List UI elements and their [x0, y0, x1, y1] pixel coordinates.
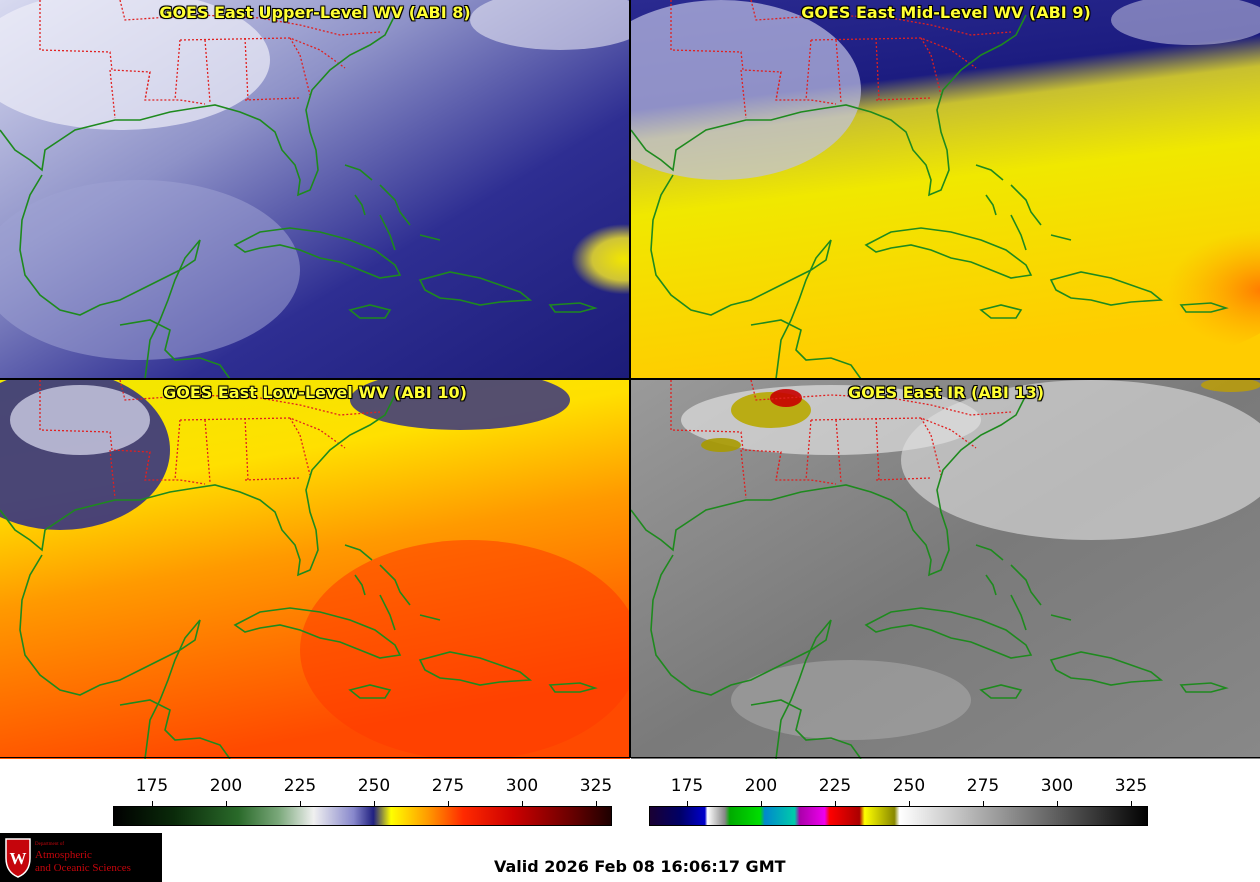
svg-text:W: W — [10, 849, 27, 868]
wv-tick-label: 275 — [431, 776, 465, 796]
ir-tick-label: 200 — [744, 776, 778, 796]
wv-tick-mark — [374, 801, 375, 806]
panel-upper-level-wv: GOES East Upper-Level WV (ABI 8) — [0, 0, 630, 379]
wv-tick-mark — [152, 801, 153, 806]
ir-tick-mark — [687, 801, 688, 806]
uw-crest-icon: W — [5, 838, 31, 878]
ir-tick-mark — [761, 801, 762, 806]
ir-colorbar: 175 200 225 250 275 300 325 — [649, 773, 1149, 828]
wv-tick-label: 250 — [357, 776, 391, 796]
ir-tick-mark — [1131, 801, 1132, 806]
ir-image — [631, 380, 1260, 759]
wv-tick-label: 175 — [135, 776, 169, 796]
wv-tick-label: 300 — [505, 776, 539, 796]
wv-tick-label: 225 — [283, 776, 317, 796]
logo-line1-text: Atmospheric — [35, 849, 92, 861]
panel-mid-level-wv: GOES East Mid-Level WV (ABI 9) — [631, 0, 1260, 379]
ir-tick-mark — [909, 801, 910, 806]
upper-level-wv-image — [0, 0, 630, 379]
aos-logo[interactable]: W Department of Atmospheric and Oceanic … — [0, 833, 162, 882]
ir-colorbar-strip — [649, 806, 1148, 826]
panel-divider-horizontal — [0, 378, 1260, 380]
ir-tick-mark — [983, 801, 984, 806]
ir-tick-mark — [835, 801, 836, 806]
ir-tick-label: 325 — [1114, 776, 1148, 796]
wv-tick-mark — [226, 801, 227, 806]
ir-tick-label: 225 — [818, 776, 852, 796]
ir-tick-label: 300 — [1040, 776, 1074, 796]
panel-ir: GOES East IR (ABI 13) — [631, 380, 1260, 759]
ir-tick-label: 175 — [670, 776, 704, 796]
wv-tick-mark — [596, 801, 597, 806]
ir-tick-mark — [1057, 801, 1058, 806]
ir-tick-label: 250 — [892, 776, 926, 796]
panel-low-level-wv: GOES East Low-Level WV (ABI 10) — [0, 380, 630, 759]
wv-colorbar: 175 200 225 250 275 300 325 — [113, 773, 613, 828]
wv-tick-mark — [300, 801, 301, 806]
panel-title: GOES East IR (ABI 13) — [847, 383, 1045, 402]
panel-title: GOES East Mid-Level WV (ABI 9) — [801, 3, 1091, 22]
panel-title: GOES East Upper-Level WV (ABI 8) — [159, 3, 471, 22]
mid-level-wv-image — [631, 0, 1260, 379]
logo-line2-text: and Oceanic Sciences — [35, 862, 131, 874]
wv-tick-label: 325 — [579, 776, 613, 796]
low-level-wv-image — [0, 380, 630, 759]
panel-title: GOES East Low-Level WV (ABI 10) — [163, 383, 467, 402]
wv-tick-mark — [448, 801, 449, 806]
ir-tick-label: 275 — [966, 776, 1000, 796]
panel-bottom-border — [0, 757, 1260, 758]
valid-time: Valid 2026 Feb 08 16:06:17 GMT — [494, 857, 786, 876]
wv-tick-mark — [522, 801, 523, 806]
logo-dept-text: Department of — [35, 842, 65, 847]
wv-colorbar-strip — [113, 806, 612, 826]
wv-tick-label: 200 — [209, 776, 243, 796]
